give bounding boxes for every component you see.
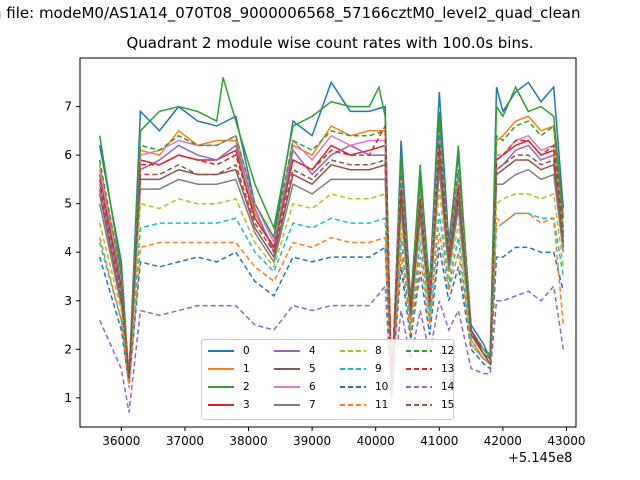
legend-label: 4 bbox=[309, 345, 316, 357]
legend-item-5: 5 bbox=[274, 363, 316, 375]
chart-title: Quadrant 2 module wise count rates with … bbox=[126, 34, 534, 52]
legend: 0 1 2 3 4 5 6 7 8 9 10 11 12 13 14 15 bbox=[201, 339, 454, 420]
legend-swatch bbox=[340, 368, 366, 370]
figure-suptitle: n file: modeM0/AS1A14_070T08_9000006568_… bbox=[0, 4, 640, 22]
legend-swatch bbox=[340, 386, 366, 388]
legend-swatch bbox=[208, 350, 234, 352]
x-axis: 36000 37000 38000 39000 40000 41000 42000 43000 bbox=[102, 427, 586, 448]
y-tick-label: 3 bbox=[64, 294, 72, 308]
x-tick-label: 38000 bbox=[229, 434, 267, 448]
x-tick-label: 40000 bbox=[357, 434, 395, 448]
legend-item-13: 13 bbox=[406, 363, 454, 375]
legend-item-14: 14 bbox=[406, 381, 454, 393]
legend-item-7: 7 bbox=[274, 399, 316, 411]
y-tick-label: 4 bbox=[64, 245, 72, 259]
legend-label: 2 bbox=[243, 381, 250, 393]
x-axis-offset-label: +5.145e8 bbox=[508, 451, 573, 466]
legend-label: 10 bbox=[375, 381, 389, 393]
x-tick-label: 41000 bbox=[420, 434, 458, 448]
legend-item-3: 3 bbox=[208, 399, 250, 411]
legend-swatch bbox=[406, 368, 432, 370]
legend-item-9: 9 bbox=[340, 363, 382, 375]
x-tick-label: 42000 bbox=[484, 434, 522, 448]
y-axis: 1 2 3 4 5 6 7 bbox=[64, 100, 80, 405]
legend-item-4: 4 bbox=[274, 345, 316, 357]
legend-swatch bbox=[340, 404, 366, 406]
legend-swatch bbox=[274, 386, 300, 388]
x-tick-label: 37000 bbox=[166, 434, 204, 448]
legend-item-1: 1 bbox=[208, 363, 250, 375]
legend-swatch bbox=[208, 404, 234, 406]
legend-swatch bbox=[274, 404, 300, 406]
y-tick-label: 7 bbox=[64, 100, 72, 114]
legend-item-15: 15 bbox=[406, 399, 454, 411]
plot-frame bbox=[79, 57, 577, 428]
legend-item-8: 8 bbox=[340, 345, 382, 357]
legend-label: 5 bbox=[309, 363, 316, 375]
legend-label: 12 bbox=[441, 345, 455, 357]
legend-label: 8 bbox=[375, 345, 382, 357]
legend-label: 14 bbox=[441, 381, 455, 393]
legend-item-0: 0 bbox=[208, 345, 250, 357]
y-tick-label: 1 bbox=[64, 391, 72, 405]
legend-item-2: 2 bbox=[208, 381, 250, 393]
x-tick-label: 39000 bbox=[293, 434, 331, 448]
legend-swatch bbox=[274, 368, 300, 370]
legend-item-11: 11 bbox=[340, 399, 388, 411]
legend-swatch bbox=[208, 368, 234, 370]
legend-label: 9 bbox=[375, 363, 382, 375]
legend-swatch bbox=[406, 386, 432, 388]
legend-label: 1 bbox=[243, 363, 250, 375]
legend-label: 15 bbox=[441, 399, 455, 411]
figure-suptitle-text: n file: modeM0/AS1A14_070T08_9000006568_… bbox=[0, 4, 581, 22]
legend-label: 0 bbox=[243, 345, 250, 357]
legend-label: 7 bbox=[309, 399, 316, 411]
legend-swatch bbox=[406, 350, 432, 352]
legend-label: 6 bbox=[309, 381, 316, 393]
legend-item-6: 6 bbox=[274, 381, 316, 393]
legend-item-10: 10 bbox=[340, 381, 388, 393]
series-line-2 bbox=[98, 77, 565, 394]
y-tick-label: 6 bbox=[64, 148, 72, 162]
y-tick-label: 5 bbox=[64, 197, 72, 211]
legend-swatch bbox=[208, 386, 234, 388]
series-line-14 bbox=[99, 284, 565, 413]
legend-swatch bbox=[340, 350, 366, 352]
x-tick-label: 43000 bbox=[547, 434, 585, 448]
legend-swatch bbox=[274, 350, 300, 352]
x-tick-label: 36000 bbox=[102, 434, 140, 448]
y-tick-label: 2 bbox=[64, 342, 72, 356]
legend-label: 13 bbox=[441, 363, 455, 375]
legend-item-12: 12 bbox=[406, 345, 454, 357]
legend-swatch bbox=[406, 404, 432, 406]
legend-label: 3 bbox=[243, 399, 250, 411]
legend-label: 11 bbox=[375, 399, 389, 411]
